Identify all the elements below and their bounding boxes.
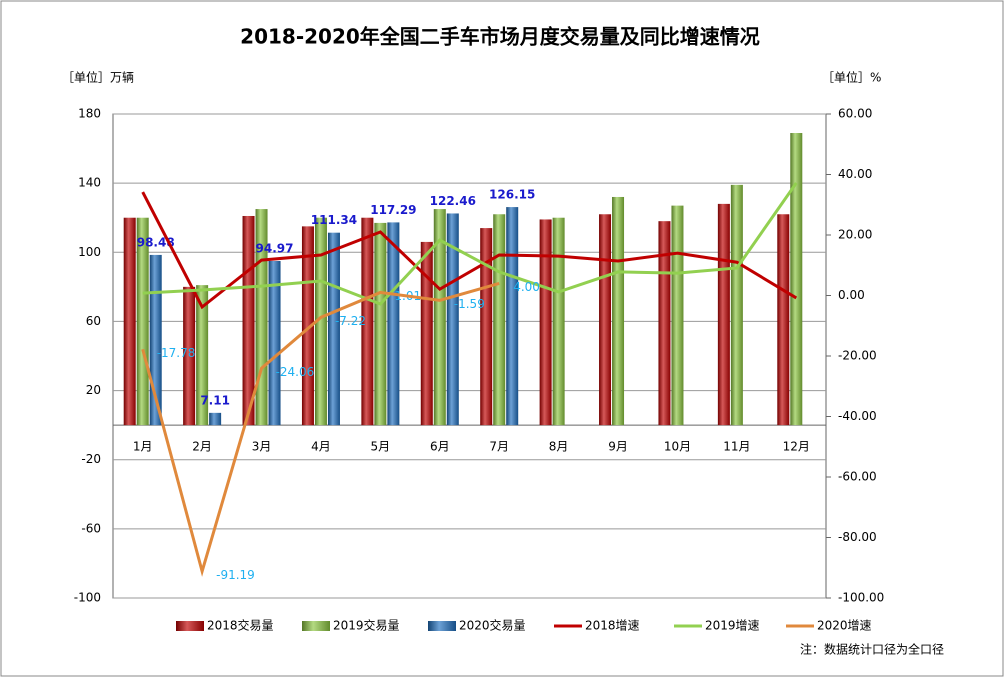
x-tick-label: 5月: [371, 440, 391, 454]
line: [141, 281, 500, 577]
legend-label: 2019交易量: [333, 618, 400, 633]
bar: [493, 214, 506, 426]
bar: [612, 196, 625, 426]
bar: [314, 217, 327, 426]
bar: [599, 214, 612, 426]
x-tick-label: 3月: [252, 440, 272, 454]
bar: [658, 221, 671, 426]
legend-label: 2020增速: [817, 619, 872, 633]
y2-tick-label: 20.00: [838, 228, 872, 242]
y-tick-label: 180: [78, 107, 101, 121]
bar: [136, 217, 149, 426]
legend-swatch: [176, 621, 204, 631]
note: 注：数据统计口径为全口径: [800, 642, 944, 657]
y2-tick-label: 60.00: [838, 107, 872, 121]
y-tick-label: -20: [81, 452, 101, 466]
x-tick-label: 12月: [783, 440, 810, 454]
bar: [268, 260, 281, 426]
bar: [209, 412, 222, 426]
x-tick-label: 4月: [311, 440, 331, 454]
legend-label: 2019增速: [705, 619, 760, 633]
data-label: 98.48: [137, 235, 175, 249]
x-tick-label: 2月: [192, 440, 212, 454]
bar: [301, 226, 314, 426]
x-tick-label: 11月: [723, 440, 750, 454]
legend-label: 2018交易量: [207, 618, 274, 633]
bar: [387, 222, 400, 426]
legend-label: 2020交易量: [459, 618, 526, 633]
bar: [374, 222, 387, 426]
x-tick-label: 9月: [608, 440, 628, 454]
bar: [730, 184, 743, 426]
bar: [506, 207, 519, 426]
legend-label: 2018增速: [585, 619, 640, 633]
y2-tick-label: -40.00: [838, 409, 877, 423]
y-tick-label: -100: [74, 591, 101, 605]
bar: [671, 205, 684, 426]
y-tick-label: -60: [81, 521, 101, 535]
bar: [717, 203, 730, 426]
bar: [123, 217, 136, 426]
data-label: -91.19: [216, 568, 255, 582]
data-label: -1.59: [454, 297, 485, 311]
bar: [433, 209, 446, 426]
x-tick-label: 1月: [133, 440, 153, 454]
bar: [361, 217, 374, 426]
x-tick-label: 6月: [430, 440, 450, 454]
y2-tick-label: -100.00: [838, 591, 884, 605]
x-tick-label: 8月: [549, 440, 569, 454]
legend-swatch: [428, 621, 456, 631]
y2-axis-label: ［单位］%: [822, 70, 881, 85]
line: [141, 191, 798, 310]
data-label: 111.34: [311, 213, 357, 227]
data-label: 122.46: [430, 194, 476, 208]
bar: [790, 133, 803, 426]
bar: [420, 241, 433, 426]
y-tick-label: 100: [78, 245, 101, 259]
y-tick-label: 60: [86, 314, 101, 328]
legend-swatch: [302, 621, 330, 631]
bar: [327, 232, 340, 426]
bar: [552, 217, 565, 426]
y2-tick-label: -60.00: [838, 470, 877, 484]
y2-tick-label: -20.00: [838, 349, 877, 363]
x-tick-label: 10月: [664, 440, 691, 454]
data-label: -17.78: [157, 346, 196, 360]
bar: [480, 228, 493, 426]
chart-title: 2018-2020年全国二手车市场月度交易量及同比增速情况: [240, 25, 760, 49]
bar: [539, 219, 552, 426]
bar: [777, 214, 790, 426]
bar: [196, 285, 209, 426]
bar: [446, 213, 459, 426]
data-label: 94.97: [256, 241, 294, 255]
bar: [183, 286, 196, 426]
data-label: 126.15: [489, 188, 535, 202]
y2-tick-label: 0.00: [838, 288, 865, 302]
line: [142, 182, 798, 306]
data-label: 7.11: [200, 393, 230, 407]
y-tick-label: 20: [86, 383, 101, 397]
data-label: 117.29: [370, 203, 416, 217]
y2-tick-label: -80.00: [838, 530, 877, 544]
y2-tick-label: 40.00: [838, 167, 872, 181]
x-tick-label: 7月: [489, 440, 509, 454]
data-label: -24.06: [276, 365, 315, 379]
y-tick-label: 140: [78, 176, 101, 190]
y-axis-label: ［单位］万辆: [62, 70, 134, 85]
data-label: -7.22: [335, 314, 366, 328]
data-label: 4.00: [513, 280, 540, 294]
